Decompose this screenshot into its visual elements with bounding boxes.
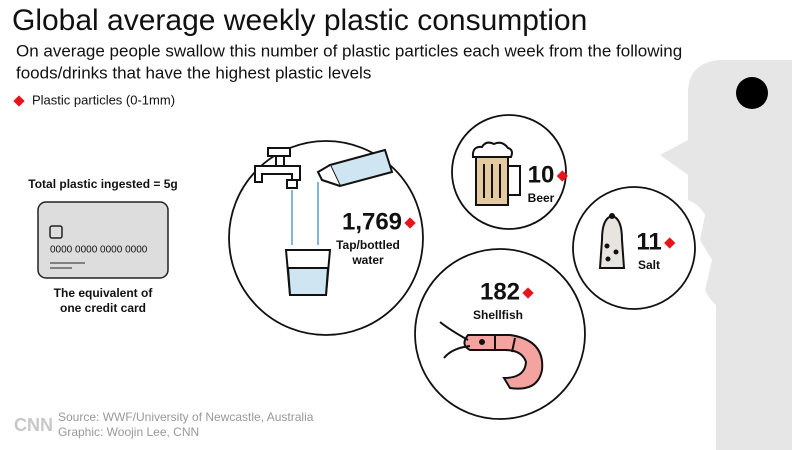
item-label: Shellfish bbox=[473, 308, 523, 322]
item-label: Salt bbox=[638, 258, 660, 272]
salt-icon bbox=[598, 213, 626, 269]
value-marker bbox=[556, 170, 569, 182]
logo: CNN bbox=[14, 415, 53, 435]
item-value: 1,769 bbox=[342, 208, 402, 235]
credit: Graphic: Woojin Lee, CNN bbox=[58, 425, 199, 439]
item-value: 11 bbox=[636, 228, 661, 255]
subtitle: On average people swallow this number of… bbox=[16, 41, 682, 60]
legend-marker bbox=[13, 95, 25, 107]
item-label: water bbox=[351, 253, 384, 267]
card-caption: one credit card bbox=[60, 301, 146, 315]
item-label: Beer bbox=[528, 191, 555, 205]
shrimp-icon bbox=[439, 321, 544, 390]
head-silhouette bbox=[660, 60, 792, 450]
card-number: 0000 0000 0000 0000 bbox=[50, 245, 148, 256]
value-marker bbox=[664, 237, 676, 249]
subtitle: foods/drinks that have the highest plast… bbox=[16, 63, 371, 82]
value-marker bbox=[522, 287, 534, 299]
item-label: Tap/bottled bbox=[336, 238, 400, 252]
item-value: 10 bbox=[528, 161, 555, 188]
source: Source: WWF/University of Newcastle, Aus… bbox=[58, 410, 314, 424]
value-marker bbox=[404, 217, 416, 229]
credit-card bbox=[37, 201, 169, 279]
title: Global average weekly plastic consumptio… bbox=[12, 4, 587, 37]
beer-icon bbox=[471, 141, 521, 206]
legend-label: Plastic particles (0-1mm) bbox=[32, 92, 175, 107]
eye bbox=[736, 77, 768, 109]
card-heading: Total plastic ingested = 5g bbox=[28, 177, 177, 191]
water-icon bbox=[254, 147, 394, 296]
item-value: 182 bbox=[480, 278, 520, 305]
salt-circle bbox=[572, 186, 696, 310]
water-circle bbox=[228, 140, 424, 336]
card-chip bbox=[49, 225, 63, 239]
card-caption: The equivalent of bbox=[54, 286, 154, 300]
